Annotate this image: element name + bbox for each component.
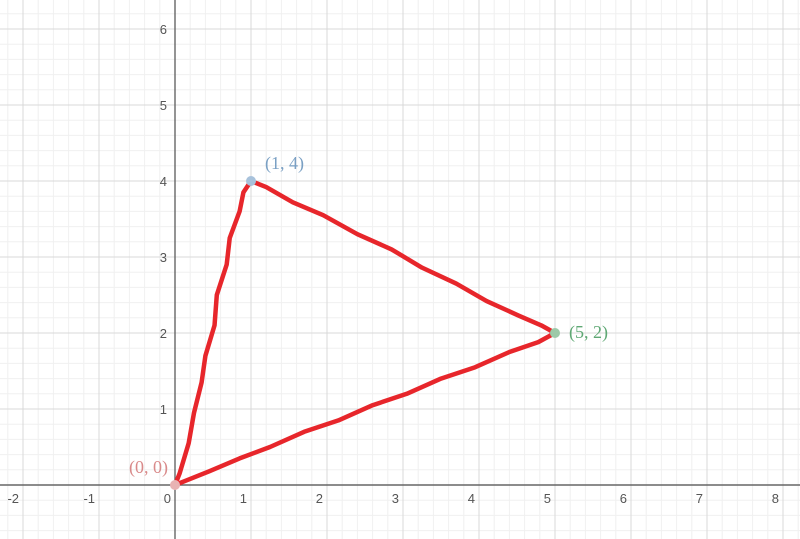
x-tick-label: 8 [772,491,779,506]
coordinate-plane-chart: -2 -1 0 1 2 3 4 5 6 7 8 1 2 3 4 5 6 (0, 0) (1, 4) (5, 2) [0,0,800,539]
vertex-label: (1, 4) [265,153,304,174]
x-tick-label: 0 [164,491,171,506]
x-tick-label: -1 [83,491,95,506]
vertex-label: (0, 0) [129,457,168,478]
vertex-point [246,176,256,186]
x-tick-label: 7 [696,491,703,506]
x-tick-label: -2 [7,491,19,506]
x-tick-label: 6 [620,491,627,506]
y-tick-label: 2 [160,326,167,341]
y-tick-label: 5 [160,98,167,113]
y-tick-label: 6 [160,22,167,37]
x-tick-label: 1 [240,491,247,506]
vertex-point [550,328,560,338]
vertex-point [170,480,180,490]
y-tick-label: 3 [160,250,167,265]
x-tick-label: 4 [468,491,475,506]
vertex-label: (5, 2) [569,322,608,343]
x-tick-label: 2 [316,491,323,506]
x-tick-label: 3 [392,491,399,506]
y-tick-label: 4 [160,174,167,189]
y-tick-label: 1 [160,402,167,417]
x-tick-label: 5 [544,491,551,506]
